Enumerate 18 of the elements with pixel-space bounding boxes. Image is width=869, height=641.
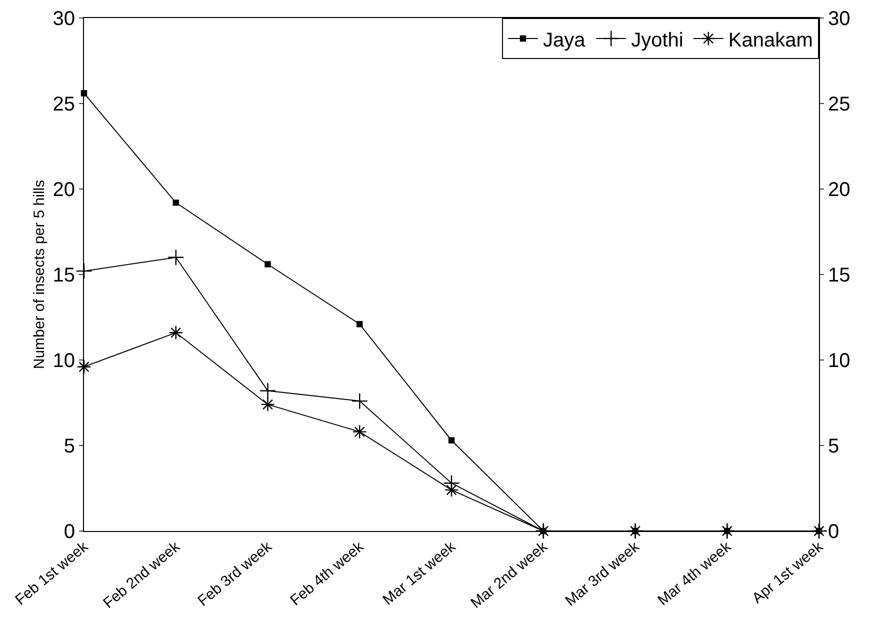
y-tick-label: 10: [52, 350, 75, 372]
y2-tick-label: 25: [828, 94, 850, 116]
legend-label: Jyothi: [631, 29, 684, 52]
y-tick-label: 25: [52, 94, 75, 116]
y2-tick-label: 30: [828, 8, 850, 30]
y2-tick-label: 10: [828, 350, 850, 372]
y-axis-title: Number of insects per 5 hills: [31, 180, 48, 370]
y-tick-label: 5: [64, 436, 75, 458]
legend-label: Kanakam: [728, 29, 813, 52]
y-tick-label: 0: [64, 521, 75, 543]
y2-tick-label: 0: [828, 521, 840, 543]
y2-tick-label: 20: [828, 179, 850, 201]
y2-tick-label: 15: [828, 264, 850, 286]
y-tick-label: 30: [52, 8, 75, 30]
y-tick-label: 15: [52, 264, 75, 286]
y2-tick-label: 5: [828, 436, 840, 458]
legend-label: Jaya: [543, 29, 586, 52]
y-tick-label: 20: [52, 179, 75, 201]
